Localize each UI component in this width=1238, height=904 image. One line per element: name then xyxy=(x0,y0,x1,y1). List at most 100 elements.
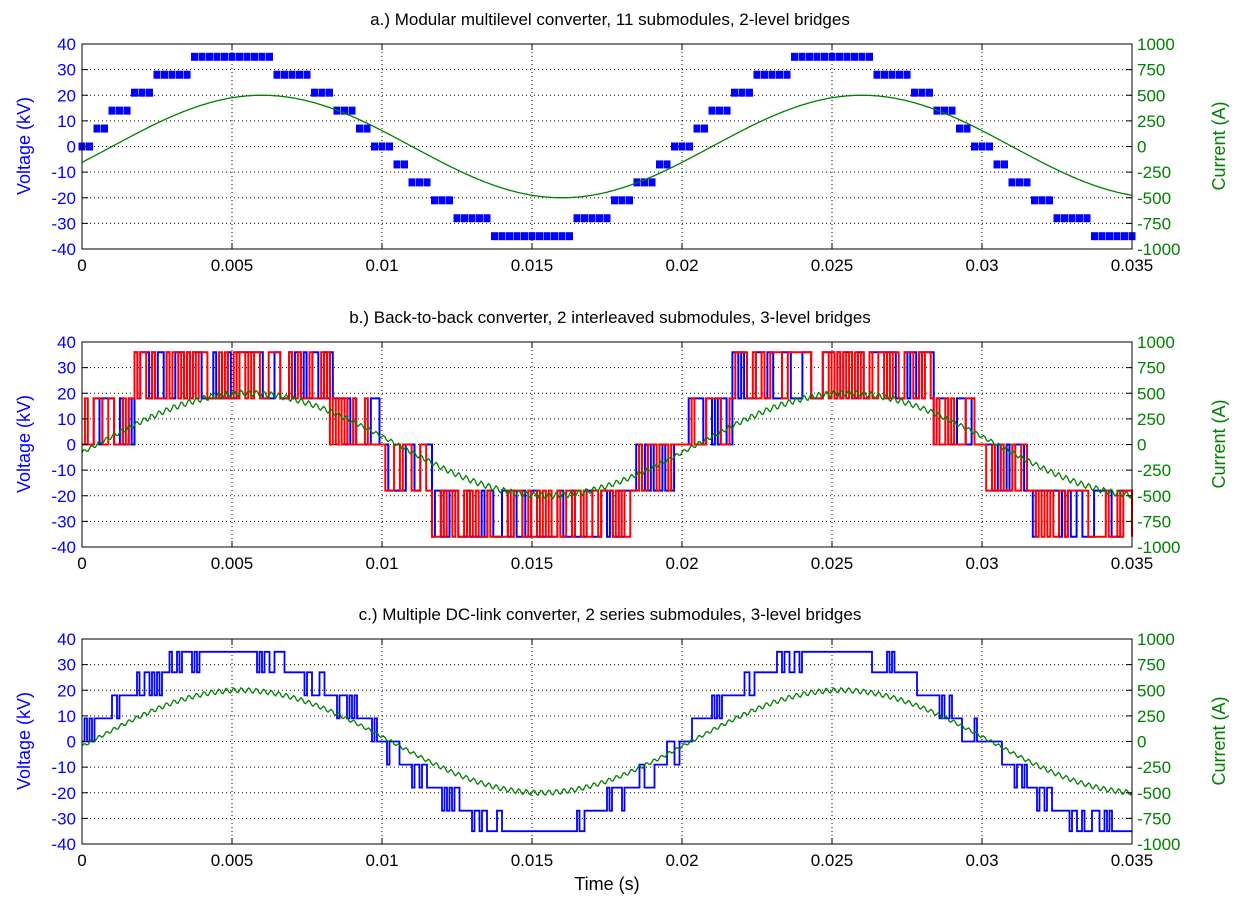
x-tick-label: 0.01 xyxy=(365,554,398,573)
voltage-marker xyxy=(378,142,386,151)
voltage-marker xyxy=(888,70,896,79)
voltage-marker xyxy=(791,52,798,61)
voltage-marker xyxy=(873,70,881,79)
voltage-marker xyxy=(656,160,663,169)
y-tick-label: 40 xyxy=(57,35,76,54)
x-tick-label: 0.02 xyxy=(665,554,698,573)
y2-tick-label: -750 xyxy=(1137,512,1171,531)
y-tick-label: -40 xyxy=(51,835,76,854)
voltage-marker xyxy=(956,124,963,133)
x-tick-label: 0.015 xyxy=(511,851,554,870)
voltage-marker xyxy=(723,106,731,115)
current-trace xyxy=(81,389,1133,500)
y2-tick-label: -750 xyxy=(1137,809,1171,828)
voltage-marker xyxy=(1053,214,1061,223)
x-tick-label: 0 xyxy=(77,851,86,870)
voltage-marker xyxy=(596,214,603,223)
y2-tick-label: 1000 xyxy=(1137,333,1175,352)
voltage-marker xyxy=(1106,232,1113,241)
voltage-marker xyxy=(356,124,363,133)
voltage-marker xyxy=(1016,178,1023,187)
voltage-marker xyxy=(461,214,468,223)
voltage-marker xyxy=(821,52,828,61)
y2-tick-label: 500 xyxy=(1137,384,1165,403)
voltage-marker xyxy=(528,232,536,241)
voltage-marker xyxy=(521,232,528,241)
y-tick-label: 30 xyxy=(57,359,76,378)
panel-a-y2label: Current (A) xyxy=(1209,101,1229,190)
y2-tick-label: -1000 xyxy=(1137,538,1180,557)
voltage-marker xyxy=(693,124,701,133)
y2-tick-label: 0 xyxy=(1137,733,1146,752)
voltage-marker xyxy=(566,232,573,241)
x-tick-label: 0.005 xyxy=(211,256,254,275)
voltage-marker xyxy=(258,52,266,61)
panel-c-plot: 0 0.005 0.01 0.015 0.02 0.025 0.03 0.035 40 30 20 1… xyxy=(51,630,1180,870)
voltage-marker xyxy=(251,52,258,61)
voltage-marker xyxy=(341,106,348,115)
voltage-marker xyxy=(941,106,948,115)
voltage-marker xyxy=(926,88,933,97)
y2-tick-label: -250 xyxy=(1137,163,1171,182)
voltage-marker xyxy=(318,88,326,97)
voltage-marker xyxy=(558,232,566,241)
voltage-marker xyxy=(1083,214,1091,223)
x-tick-label: 0.03 xyxy=(965,554,998,573)
voltage-marker xyxy=(828,52,836,61)
voltage-marker xyxy=(273,70,281,79)
voltage-marker xyxy=(1061,214,1068,223)
voltage-marker xyxy=(93,124,101,133)
voltage-marker xyxy=(101,124,108,133)
panel-b-y2label: Current (A) xyxy=(1209,399,1229,488)
y2-tick-label: 1000 xyxy=(1137,35,1175,54)
x-tick-label: 0.015 xyxy=(511,256,554,275)
voltage-marker xyxy=(408,178,416,187)
voltage-marker xyxy=(1098,232,1106,241)
voltage-marker xyxy=(753,70,761,79)
voltage-marker xyxy=(896,70,903,79)
x-tick-label: 0.005 xyxy=(211,554,254,573)
voltage-marker xyxy=(86,142,93,151)
voltage-marker xyxy=(228,52,236,61)
voltage-marker xyxy=(326,88,333,97)
x-tick-label: 0.025 xyxy=(811,256,854,275)
y-tick-label: -20 xyxy=(51,189,76,208)
voltage-marker xyxy=(1046,196,1053,205)
x-tick-label: 0.02 xyxy=(665,851,698,870)
y-tick-label: -30 xyxy=(51,809,76,828)
voltage-marker xyxy=(603,214,611,223)
x-tick-label: 0.025 xyxy=(811,554,854,573)
voltage-marker xyxy=(918,88,926,97)
voltage-marker xyxy=(618,196,626,205)
x-tick-label: 0.01 xyxy=(365,851,398,870)
y2-tick-label: 500 xyxy=(1137,681,1165,700)
voltage-marker xyxy=(1091,232,1098,241)
panel-c-y2label: Current (A) xyxy=(1209,696,1229,785)
voltage-marker xyxy=(573,214,581,223)
y2-tick-label: -250 xyxy=(1137,758,1171,777)
panel-c-xlabel: Time (s) xyxy=(574,874,639,894)
voltage-marker xyxy=(806,52,813,61)
voltage-marker xyxy=(551,232,558,241)
voltage-marker xyxy=(843,52,851,61)
y2-tick-label: -500 xyxy=(1137,189,1171,208)
y2-tick-label: 750 xyxy=(1137,656,1165,675)
y-tick-label: 20 xyxy=(57,681,76,700)
voltage-marker xyxy=(476,214,483,223)
y-tick-label: 0 xyxy=(67,733,76,752)
voltage-marker xyxy=(1068,214,1076,223)
voltage-marker xyxy=(468,214,476,223)
voltage-marker xyxy=(678,142,686,151)
y2-tick-label: 500 xyxy=(1137,86,1165,105)
panel-c-title: c.) Multiple DC-link converter, 2 series… xyxy=(359,605,862,624)
x-tick-label: 0.035 xyxy=(1111,256,1154,275)
voltage-marker xyxy=(866,52,873,61)
voltage-marker xyxy=(453,214,461,223)
voltage-marker xyxy=(536,232,543,241)
voltage-marker xyxy=(506,232,513,241)
panel-a-ylabel: Voltage (kV) xyxy=(14,97,34,195)
y2-tick-label: -1000 xyxy=(1137,240,1180,259)
voltage-marker xyxy=(768,70,776,79)
voltage-marker xyxy=(161,70,168,79)
y2-tick-label: -250 xyxy=(1137,461,1171,480)
